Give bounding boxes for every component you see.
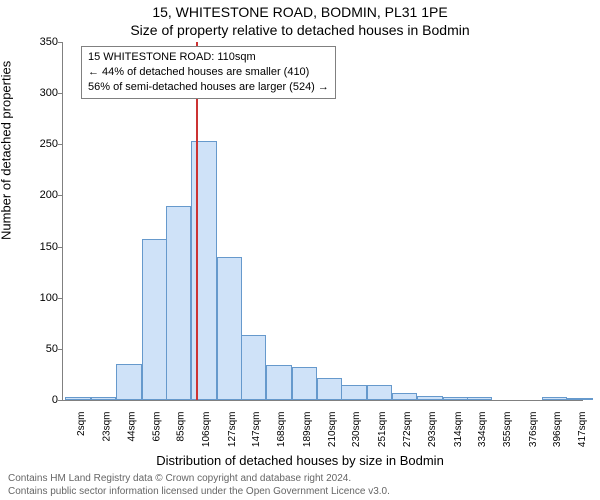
x-axis-label: Distribution of detached houses by size …	[0, 453, 600, 468]
histogram-bar	[341, 385, 366, 400]
histogram-bar	[266, 365, 291, 400]
y-tick-label: 250	[40, 138, 58, 150]
x-tick-label: 2sqm	[76, 412, 87, 436]
y-tick-label: 150	[40, 241, 58, 253]
y-tick	[58, 144, 62, 145]
histogram-bar	[91, 397, 116, 400]
y-tick-label: 50	[46, 343, 58, 355]
x-tick-label: 230sqm	[351, 412, 362, 448]
chart-container: 15, WHITESTONE ROAD, BODMIN, PL31 1PE Si…	[0, 0, 600, 500]
histogram-bar	[292, 367, 317, 400]
histogram-bar	[166, 206, 191, 400]
histogram-bar	[417, 396, 442, 400]
x-tick-label: 334sqm	[477, 412, 488, 448]
footer-line-2: Contains public sector information licen…	[8, 486, 390, 499]
x-tick-label: 272sqm	[402, 412, 413, 448]
x-tick-label: 127sqm	[227, 412, 238, 448]
histogram-bar	[367, 385, 392, 400]
x-tick-label: 189sqm	[302, 412, 313, 448]
footer-line-1: Contains HM Land Registry data © Crown c…	[8, 473, 390, 486]
x-tick-label: 210sqm	[327, 412, 338, 448]
y-tick-label: 200	[40, 189, 58, 201]
chart-subtitle: Size of property relative to detached ho…	[0, 22, 600, 38]
y-tick	[58, 93, 62, 94]
x-tick-label: 314sqm	[453, 412, 464, 448]
x-tick-label: 44sqm	[126, 412, 137, 442]
y-tick	[58, 195, 62, 196]
histogram-bar	[392, 393, 417, 400]
histogram-bar	[567, 398, 592, 400]
x-tick-label: 293sqm	[428, 412, 439, 448]
histogram-bar	[241, 335, 266, 400]
x-tick-label: 376sqm	[528, 412, 539, 448]
x-tick-label: 417sqm	[577, 412, 588, 448]
y-axis-label: Number of detached properties	[0, 61, 14, 240]
histogram-bar	[217, 257, 242, 400]
histogram-bar	[317, 378, 342, 401]
y-tick-label: 0	[52, 394, 58, 406]
y-tick	[58, 349, 62, 350]
y-tick-label: 100	[40, 292, 58, 304]
x-tick-label: 65sqm	[152, 412, 163, 442]
y-tick-label: 300	[40, 87, 58, 99]
chart-title: 15, WHITESTONE ROAD, BODMIN, PL31 1PE	[0, 4, 600, 20]
annotation-box: 15 WHITESTONE ROAD: 110sqm ← 44% of deta…	[81, 46, 336, 99]
plot-area: 15 WHITESTONE ROAD: 110sqm ← 44% of deta…	[62, 42, 583, 401]
annotation-line-2: ← 44% of detached houses are smaller (41…	[88, 65, 329, 80]
histogram-bar	[142, 239, 167, 400]
y-tick	[58, 247, 62, 248]
x-tick-label: 168sqm	[276, 412, 287, 448]
annotation-line-3: 56% of semi-detached houses are larger (…	[88, 80, 329, 95]
y-tick-label: 350	[40, 36, 58, 48]
histogram-bar	[65, 397, 90, 400]
histogram-bar	[116, 364, 141, 400]
y-tick	[58, 400, 62, 401]
x-tick-label: 106sqm	[201, 412, 212, 448]
footer-attribution: Contains HM Land Registry data © Crown c…	[8, 473, 390, 498]
x-tick-label: 85sqm	[176, 412, 187, 442]
y-tick	[58, 42, 62, 43]
y-tick	[58, 298, 62, 299]
x-tick-label: 251sqm	[377, 412, 388, 448]
histogram-bar	[467, 397, 492, 400]
histogram-bar	[191, 141, 216, 400]
annotation-line-1: 15 WHITESTONE ROAD: 110sqm	[88, 50, 329, 65]
histogram-bar	[542, 397, 567, 400]
x-tick-label: 147sqm	[251, 412, 262, 448]
x-tick-label: 396sqm	[552, 412, 563, 448]
x-tick-label: 355sqm	[503, 412, 514, 448]
histogram-bar	[443, 397, 468, 400]
x-tick-label: 23sqm	[101, 412, 112, 442]
